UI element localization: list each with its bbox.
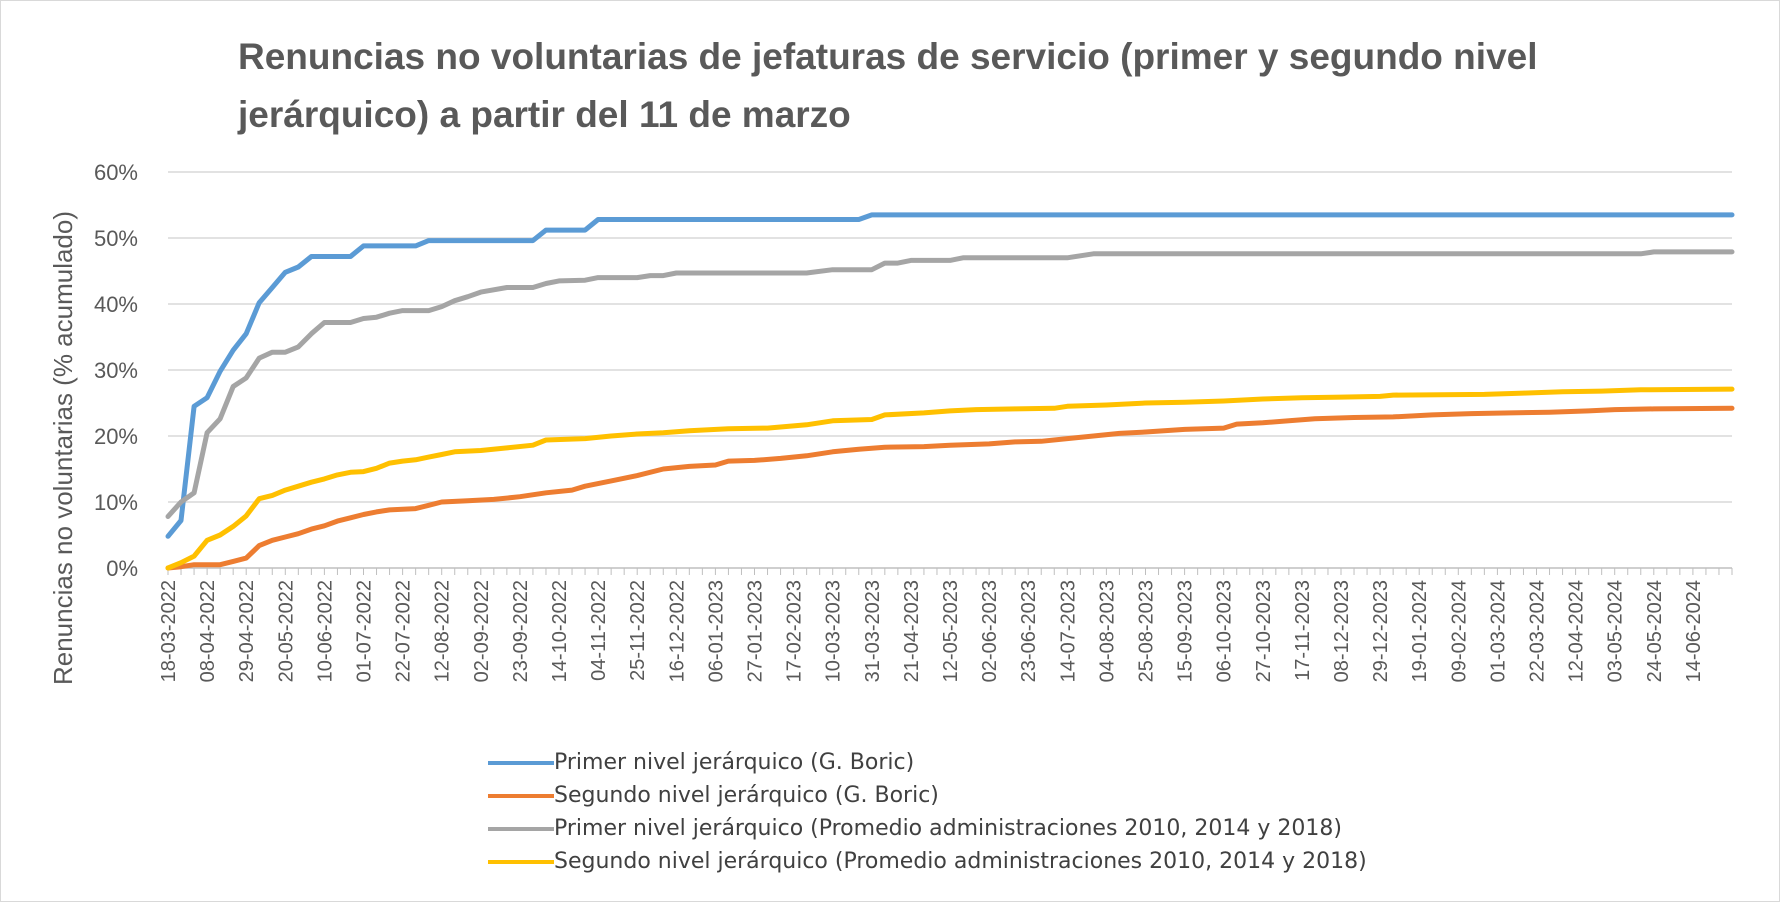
x-tick-label: 12-08-2022 [432,580,454,682]
x-tick-label: 12-05-2023 [940,580,962,682]
x-axis-ticks: 18-03-2022 08-04-2022 29-04-2022 20-05-2022… [158,580,1705,682]
y-tick-label: 0% [106,556,138,581]
y-tick-label: 10% [94,490,138,515]
legend-item: Segundo nivel jerárquico (G. Boric) [488,779,1367,812]
y-tick-label: 50% [94,226,138,251]
legend-item: Primer nivel jerárquico (G. Boric) [488,746,1367,779]
legend-label: Primer nivel jerárquico (G. Boric) [554,750,915,775]
legend-item: Primer nivel jerárquico (Promedio admini… [488,812,1367,845]
x-tick-label: 03-05-2024 [1605,580,1627,682]
x-tick-label: 10-03-2023 [823,580,845,682]
x-tick-label: 21-04-2023 [901,580,923,682]
x-tick-label: 15-09-2023 [1175,580,1197,682]
legend-label: Primer nivel jerárquico (Promedio admini… [554,816,1342,841]
x-tick-label: 09-02-2024 [1448,580,1470,682]
legend-swatch [488,826,554,831]
x-tick-label: 20-05-2022 [275,580,297,682]
chart-title: Renuncias no voluntarias de jefaturas de… [238,36,1538,135]
y-tick-label: 40% [94,292,138,317]
y-axis-ticks: 0% 10% 20% 30% 40% 50% 60% [94,160,138,581]
x-tick-label: 29-12-2023 [1370,580,1392,682]
y-tick-label: 30% [94,358,138,383]
x-tick-label: 17-02-2023 [784,580,806,682]
x-tick-label: 12-04-2024 [1566,580,1588,682]
series-line-2 [165,405,1735,571]
x-tick-label: 24-05-2024 [1644,580,1666,682]
legend-label: Segundo nivel jerárquico (Promedio admin… [554,849,1367,874]
x-tick-label: 25-08-2023 [1136,580,1158,682]
x-tick-label: 02-06-2023 [979,580,1001,682]
x-tick-label: 23-09-2022 [510,580,532,682]
x-axis [167,567,1733,575]
x-tick-label: 23-06-2023 [1018,580,1040,682]
x-tick-label: 19-01-2024 [1409,580,1431,682]
x-tick-label: 08-12-2023 [1331,580,1353,682]
gridlines [168,171,1732,503]
y-tick-label: 20% [94,424,138,449]
legend-swatch [488,793,554,798]
series-line-1 [165,212,1735,539]
x-tick-label: 17-11-2023 [1292,580,1314,681]
x-tick-label: 04-11-2022 [588,580,610,681]
series-line-3 [165,249,1735,519]
x-tick-label: 22-03-2024 [1527,580,1549,682]
x-tick-label: 22-07-2022 [393,580,415,682]
x-tick-label: 27-10-2023 [1253,580,1275,682]
x-tick-label: 01-07-2022 [354,580,376,682]
series-line-4 [165,386,1735,571]
legend-swatch [488,760,554,765]
x-tick-label: 14-10-2022 [549,580,571,682]
y-axis-label: Renuncias no voluntarias (% acumulado) [48,211,78,685]
x-tick-label: 10-06-2022 [314,580,336,682]
legend-label: Segundo nivel jerárquico (G. Boric) [554,783,939,808]
x-tick-label: 14-07-2023 [1057,580,1079,682]
x-tick-label: 27-01-2023 [745,580,767,682]
x-tick-label: 08-04-2022 [197,580,219,682]
x-tick-label: 25-11-2022 [627,580,649,681]
legend-item: Segundo nivel jerárquico (Promedio admin… [488,845,1367,878]
x-tick-label: 06-01-2023 [705,580,727,682]
x-tick-label: 29-04-2022 [236,580,258,682]
y-tick-label: 60% [94,160,138,185]
x-tick-label: 18-03-2022 [158,580,180,682]
x-tick-label: 16-12-2022 [666,580,688,682]
x-tick-label: 14-06-2024 [1683,580,1705,682]
x-tick-label: 06-10-2023 [1214,580,1236,682]
x-tick-label: 01-03-2024 [1487,580,1509,682]
x-tick-label: 02-09-2022 [471,580,493,682]
legend: Primer nivel jerárquico (G. Boric) Segund… [488,746,1367,878]
series-lines [165,212,1735,571]
x-tick-label: 04-08-2023 [1096,580,1118,682]
legend-swatch [488,859,554,864]
x-tick-label: 31-03-2023 [862,580,884,682]
